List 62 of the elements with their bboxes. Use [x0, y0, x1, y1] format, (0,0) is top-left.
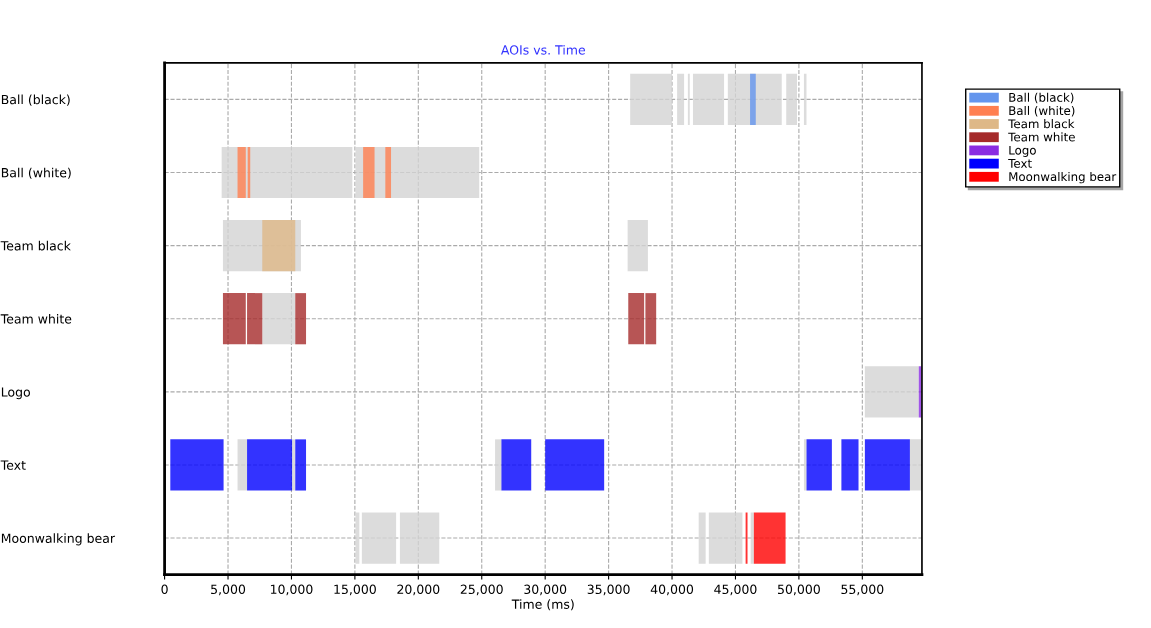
legend-label: Text — [1008, 159, 1032, 168]
y-tick-label: Ball (white) — [1, 167, 71, 179]
bar — [363, 146, 375, 199]
legend-label: Moonwalking bear — [1009, 171, 1117, 184]
bar — [750, 512, 754, 564]
x-tick-label: 20,000 — [397, 584, 440, 596]
x-tick-label: 10,000 — [270, 584, 313, 596]
bar — [803, 439, 807, 491]
legend-label: Ball (white) — [1009, 105, 1075, 117]
bar — [399, 512, 440, 564]
y-tick-label: Team white — [0, 313, 72, 324]
y-tick-label: Text — [0, 460, 26, 470]
legend-label: Team white — [1008, 132, 1075, 142]
y-tick-label: Logo — [1, 387, 30, 400]
bar — [698, 512, 706, 564]
bar — [909, 439, 922, 491]
bar — [237, 439, 248, 491]
bar — [292, 439, 296, 491]
bar — [750, 73, 756, 125]
x-tick-label: 50,000 — [777, 584, 820, 596]
x-tick-label: 0 — [161, 584, 168, 595]
x-tick-label: 25,000 — [460, 584, 503, 596]
bar — [545, 439, 605, 491]
chart-title: AOIs vs. Time — [500, 44, 585, 55]
bar — [501, 439, 532, 491]
bar — [295, 293, 307, 345]
x-tick-label: 5,000 — [211, 584, 246, 596]
legend-label: Team black — [1008, 119, 1075, 129]
bar — [262, 293, 296, 345]
bar — [237, 146, 246, 199]
bar — [708, 512, 743, 564]
y-tick-label: Team black — [0, 240, 71, 251]
bar — [630, 73, 673, 125]
x-tick-label: 40,000 — [650, 584, 694, 596]
bar — [295, 439, 307, 491]
bar — [677, 73, 685, 125]
bar — [841, 439, 859, 491]
bar — [692, 73, 725, 125]
bar — [786, 73, 797, 125]
bar — [495, 439, 502, 491]
y-tick-label: Ball (black) — [1, 94, 70, 106]
bar — [385, 146, 392, 199]
y-tick-label: Moonwalking bear — [1, 533, 116, 546]
bar — [247, 439, 293, 491]
bar — [864, 366, 919, 418]
bar — [627, 220, 648, 272]
x-tick-label: 55,000 — [841, 584, 884, 596]
bar — [221, 146, 353, 199]
bar — [170, 439, 224, 491]
bar — [262, 220, 296, 272]
x-axis-title: Time (ms) — [511, 599, 574, 611]
bar — [806, 439, 832, 491]
bar — [864, 439, 910, 491]
x-tick-label: 45,000 — [714, 584, 757, 596]
x-tick-label: 30,000 — [524, 584, 567, 596]
legend-label: Ball (black) — [1009, 92, 1074, 104]
bar — [803, 73, 807, 125]
bar — [361, 512, 397, 564]
bar — [753, 512, 786, 564]
x-tick-label: 15,000 — [334, 584, 376, 596]
x-tick-label: 35,000 — [587, 584, 630, 596]
legend-label: Logo — [1009, 145, 1036, 157]
